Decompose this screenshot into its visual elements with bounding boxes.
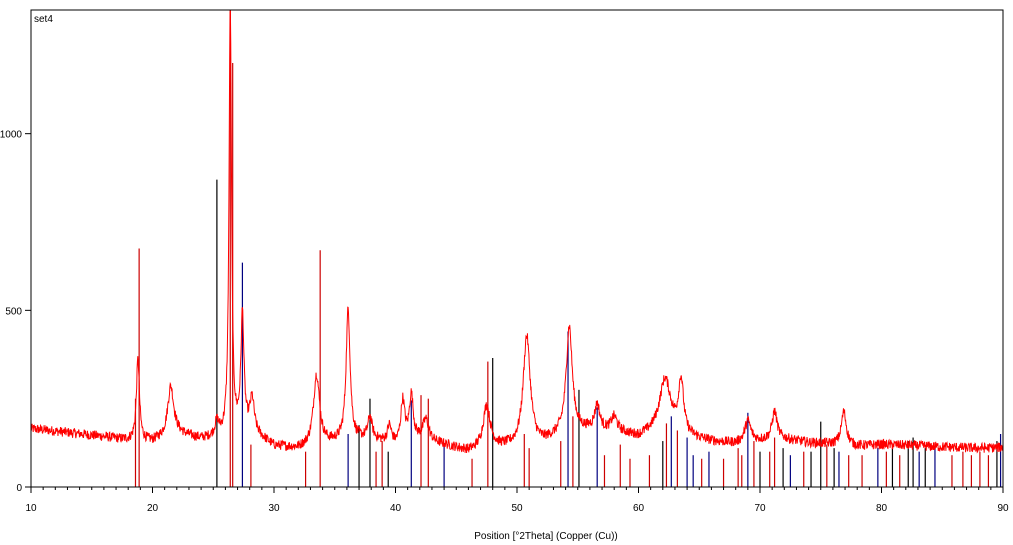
series-label: set4	[34, 14, 53, 25]
y-tick-label: 500	[5, 306, 22, 317]
y-tick-label: 1000	[0, 130, 22, 141]
x-tick-label: 60	[633, 503, 645, 514]
x-tick-label: 20	[147, 503, 159, 514]
x-axis-label: Position [°2Theta] (Copper (Cu))	[474, 531, 618, 542]
x-tick-label: 30	[268, 503, 280, 514]
x-tick-label: 70	[754, 503, 766, 514]
x-tick-label: 40	[390, 503, 402, 514]
xrd-pattern-line	[30, 9, 1004, 454]
y-axis: 0 500 1000	[0, 130, 31, 494]
y-tick-label: 0	[16, 483, 22, 494]
x-axis: 10 20 30 40 50 60 70 80 90	[25, 487, 1009, 514]
x-tick-label: 80	[876, 503, 888, 514]
pattern-group	[30, 9, 1004, 454]
x-tick-label: 90	[997, 503, 1009, 514]
x-tick-label: 50	[511, 503, 523, 514]
x-tick-label: 10	[25, 503, 37, 514]
